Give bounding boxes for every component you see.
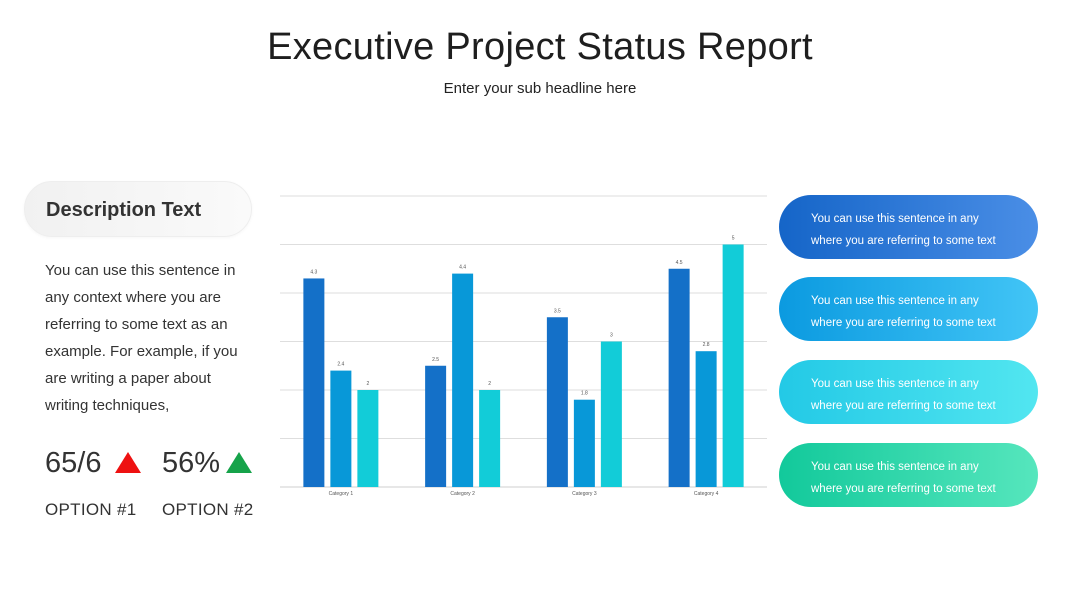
page-title: Executive Project Status Report: [267, 26, 813, 68]
x-tick-label: Category 2: [450, 491, 475, 497]
stat-value-option-2: 56%: [162, 447, 221, 479]
description-line: any context where you are: [45, 289, 221, 306]
chart-bar: [479, 390, 501, 487]
callout-line: You can use this sentence in any: [811, 461, 979, 473]
chart-bar: [695, 351, 717, 487]
chart-bar: [546, 317, 568, 487]
x-tick-label: Category 3: [572, 491, 597, 497]
x-tick-label: Category 1: [329, 491, 354, 497]
option-label-1: OPTION #1: [45, 500, 137, 519]
chart-bar: [452, 273, 474, 487]
chart-bar: [573, 399, 595, 487]
bar-data-label: 3: [610, 333, 613, 339]
bar-data-label: 2: [366, 381, 369, 387]
callout-line: You can use this sentence in any: [811, 213, 979, 225]
stat-value-option-1: 65/6: [45, 447, 102, 479]
description-line: example. For example, if you: [45, 343, 238, 360]
callout-pill-1: You can use this sentence in any where y…: [779, 195, 1038, 259]
callout-pill-2: You can use this sentence in any where y…: [779, 277, 1038, 341]
triangle-up-icon: [115, 452, 141, 473]
chart-bar: [425, 365, 447, 487]
bar-data-label: 3.5: [554, 308, 561, 314]
page-subtitle: Enter your sub headline here: [443, 80, 637, 97]
description-pill-label: Description Text: [46, 199, 202, 221]
bar-data-label: 2.8: [703, 342, 710, 348]
bar-data-label: 2.4: [337, 362, 344, 368]
callout-line: You can use this sentence in any: [811, 295, 979, 307]
chart-bar: [722, 244, 744, 487]
bar-data-label: 4.4: [459, 265, 466, 271]
bar-data-label: 4.5: [676, 260, 683, 266]
bar-data-label: 2: [488, 381, 491, 387]
chart-bar: [303, 278, 325, 487]
bar-data-label: 2.5: [432, 357, 439, 363]
description-body: You can use this sentence in any context…: [45, 257, 260, 419]
bar-data-label: 4.3: [310, 269, 317, 275]
description-line: referring to some text as an: [45, 316, 228, 333]
chart-bar: [357, 390, 379, 487]
x-tick-label: Category 4: [694, 491, 719, 497]
callout-line: where you are referring to some text: [811, 483, 996, 495]
callout-pill-3: You can use this sentence in any where y…: [779, 360, 1038, 424]
description-line: are writing a paper about: [45, 370, 211, 387]
bar-data-label: 1.8: [581, 391, 588, 397]
callout-line: where you are referring to some text: [811, 235, 996, 247]
bar-data-label: 5: [732, 236, 735, 242]
callout-line: where you are referring to some text: [811, 317, 996, 329]
description-line: You can use this sentence in: [45, 262, 236, 279]
triangle-up-icon: [226, 452, 252, 473]
chart-bar: [600, 341, 622, 487]
callout-pill-4: You can use this sentence in any where y…: [779, 443, 1038, 507]
description-line: writing techniques,: [45, 397, 170, 414]
option-label-2: OPTION #2: [162, 500, 254, 519]
chart-bar: [668, 268, 690, 487]
callout-line: where you are referring to some text: [811, 400, 996, 412]
chart-bar: [330, 370, 352, 487]
callout-line: You can use this sentence in any: [811, 378, 979, 390]
description-pill: Description Text: [24, 181, 252, 237]
